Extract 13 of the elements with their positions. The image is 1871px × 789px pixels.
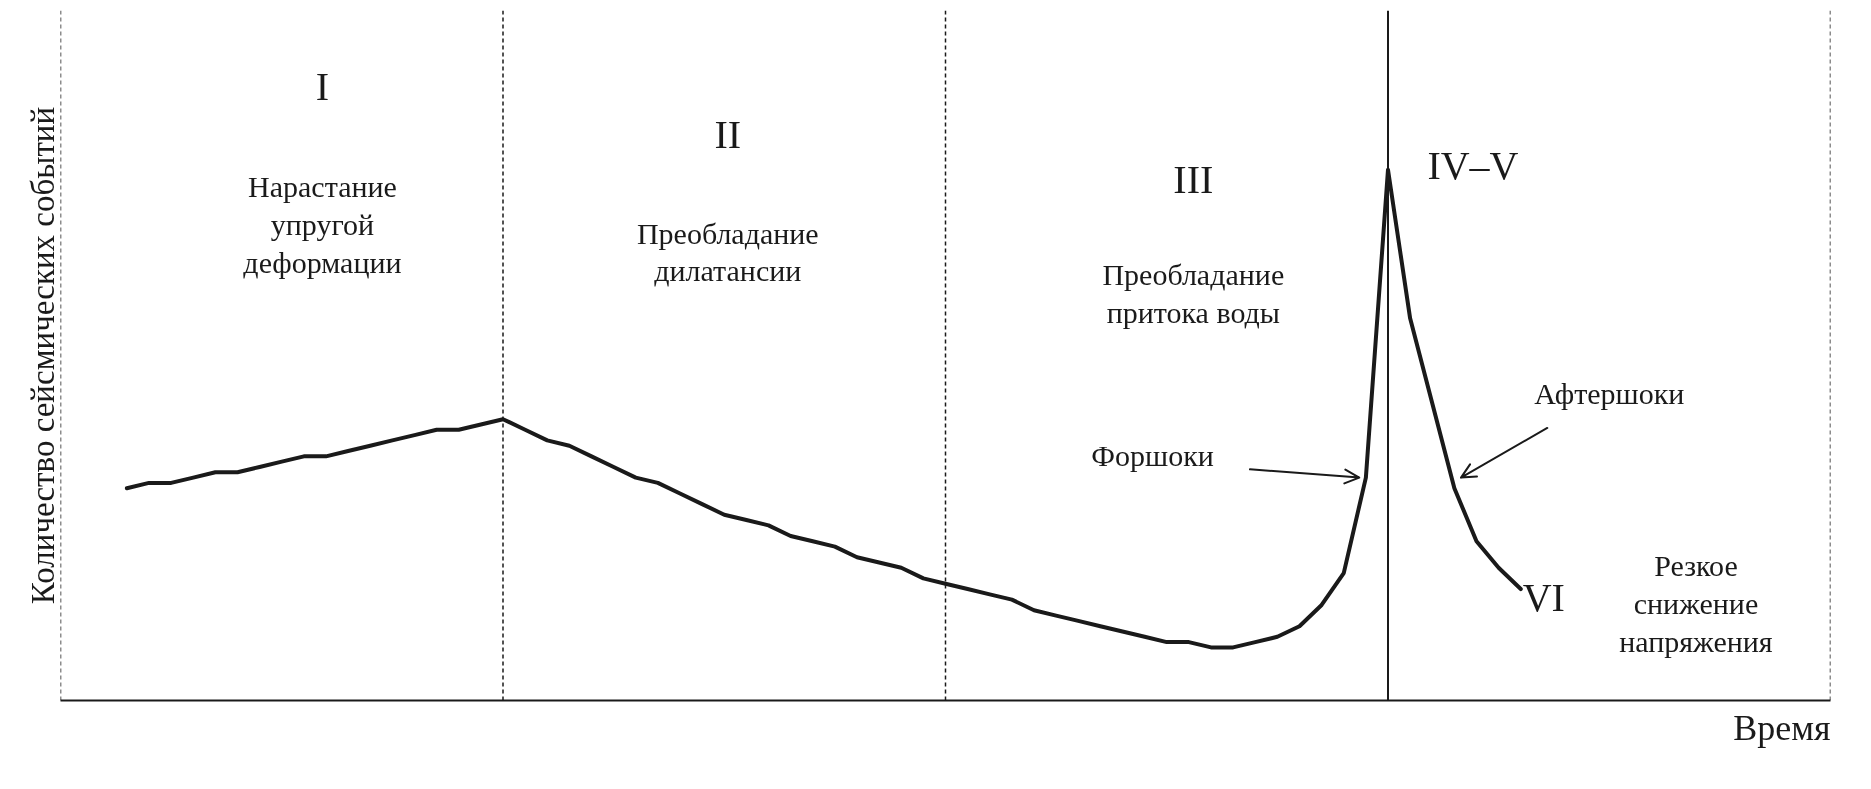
annotation: Форшоки [1091,439,1214,473]
text: II [714,112,742,158]
annotation: Преобладание дилатансии [636,216,819,288]
annotation: III [1173,157,1214,203]
y-axis-title: Количество сейсмических событий [24,106,61,605]
annotation: Афтершоки [1534,376,1685,410]
text: I [315,63,330,109]
annotation: VI [1522,574,1565,620]
annotation: IV–V [1427,143,1519,189]
annotation: Резкое снижение напряжения [1619,549,1773,659]
annotation: Преобладание притока воды [1102,257,1285,329]
x-axis-title: Время [1733,707,1831,748]
annotation: Нарастание упругой деформации [243,169,402,279]
